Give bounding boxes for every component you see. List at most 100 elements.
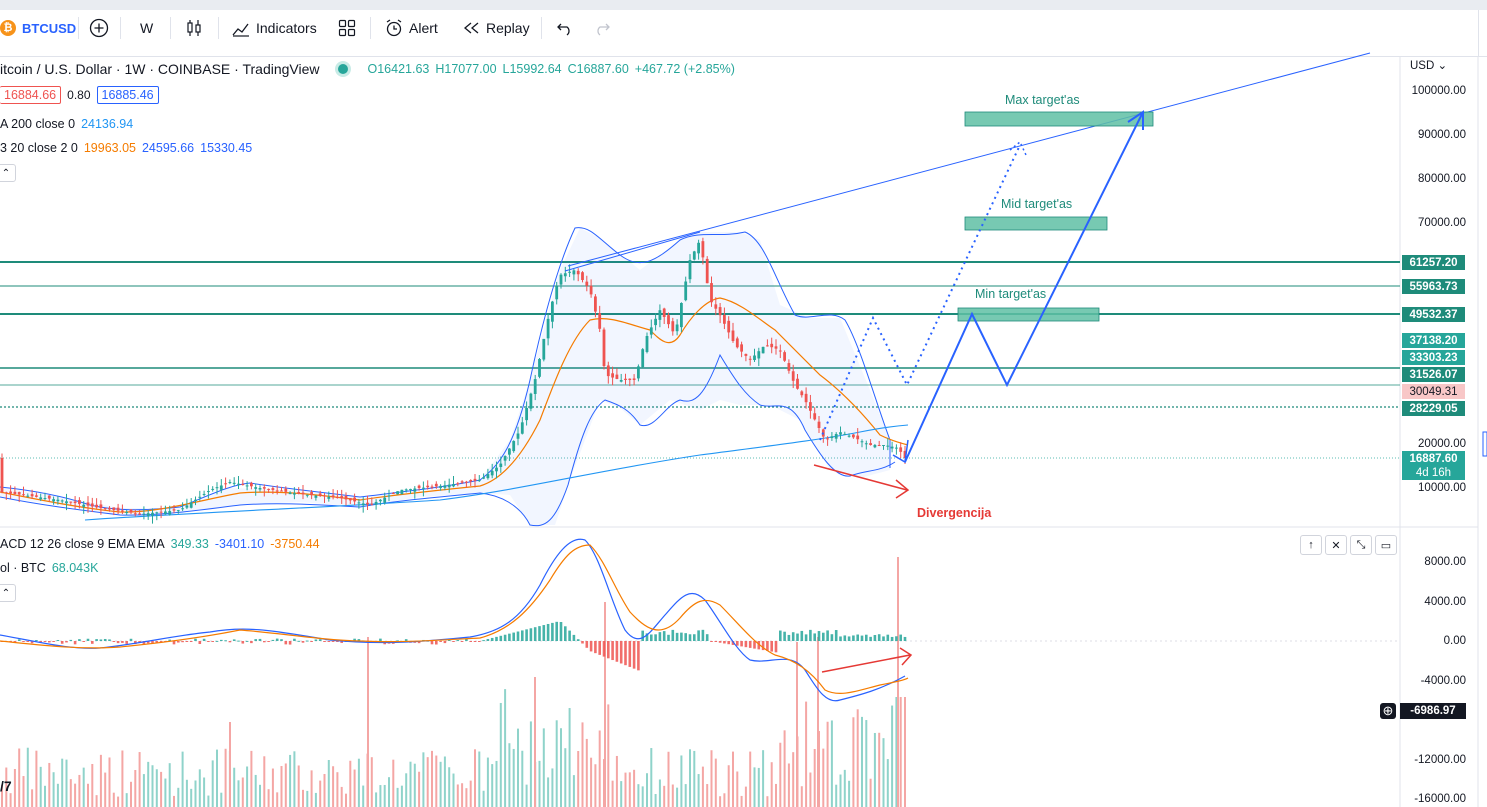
restore-pane-button[interactable]: ▭ [1375,535,1397,555]
candle-body [778,350,782,352]
collapse-macd-legend-button[interactable]: ⌃ [0,584,16,602]
histogram-bar [473,641,477,642]
volume-spike [229,722,231,807]
indicators-button[interactable]: Indicators [231,14,317,42]
histogram-bar [314,639,318,641]
alert-button[interactable]: Alert [384,14,438,42]
candle-body [632,378,636,380]
volume-bar [87,783,89,807]
divergence-arrowhead-price [895,479,910,499]
ma-legend-label[interactable]: A 200 close 0 [0,117,76,131]
replay-button[interactable]: Replay [462,14,530,42]
candle-body [525,408,528,421]
bb-legend-label[interactable]: 3 20 close 2 0 [0,141,78,155]
histogram-bar [641,630,644,641]
maximize-pane-button[interactable]: ⤡ [1350,535,1372,555]
histogram-bar [331,641,335,642]
volume-bar [641,786,644,807]
move-pane-up-button[interactable]: ↑ [1300,535,1322,555]
histogram-bar [890,636,894,641]
volume-bar [865,720,868,807]
candle-body [783,352,786,361]
histogram-bar [822,632,825,641]
volume-legend-label[interactable]: ol · BTC [0,561,46,575]
volume-bar [147,761,150,807]
currency-selector[interactable]: USD ⌄ [1410,58,1447,72]
candle-body [460,481,464,483]
redo-button[interactable] [592,14,612,42]
volume-bar [280,766,283,807]
volume-bar [426,757,429,807]
compare-button[interactable] [89,14,109,42]
max-target-label[interactable]: Max target'as [1005,93,1080,107]
volume-bar [314,792,317,807]
candle-body [250,482,253,487]
histogram-bar [834,630,838,641]
histogram-bar [791,632,795,641]
symbol-selector[interactable]: ₿ BTCUSD [0,14,76,42]
histogram-bar [533,627,537,641]
volume-bar [577,751,580,807]
candle-body [426,485,430,488]
histogram-bar [121,641,124,643]
volume-legend: ol · BTC 68.043K [0,561,98,575]
volume-bar [710,750,713,807]
histogram-bar [48,641,51,643]
volume-bar [753,767,756,807]
undo-button[interactable] [555,14,575,42]
ask-price[interactable]: 16885.46 [96,86,159,104]
candle-body [129,509,133,513]
volume-bar [783,730,786,807]
min-target-label[interactable]: Min target'as [975,287,1047,301]
volume-bar [177,787,180,807]
histogram-bar [310,641,313,642]
ma-legend-value: 24136.94 [81,117,134,131]
series-title[interactable]: itcoin / U.S. Dollar · 1W · COINBASE · T… [0,61,320,77]
candle-body [843,433,847,435]
histogram-bar [809,629,812,641]
histogram-bar [645,633,649,641]
candle-body [804,393,808,403]
chart-type-button[interactable] [184,14,204,42]
volume-bar [757,767,760,807]
histogram-bar [108,639,111,641]
toolbar-divider [541,17,542,39]
bid-price[interactable]: 16884.66 [0,86,62,104]
redo-icon [597,23,610,36]
candle-body [516,433,520,439]
tradingview-logo[interactable]: /7 [0,778,12,794]
crosshair-add-button[interactable]: ⊕ [1380,703,1396,719]
delete-pane-button[interactable]: ✕ [1325,535,1347,555]
candle-body [718,307,722,316]
volume-bar [861,716,863,807]
restore-icon: ▭ [1380,539,1392,552]
candle-body [73,501,77,504]
candle-body [293,493,296,495]
divergence-label[interactable]: Divergencija [917,506,992,520]
volume-bar [26,747,29,807]
macd-legend-label[interactable]: ACD 12 26 close 9 EMA EMA [0,537,165,551]
volume-bar [667,751,670,807]
histogram-bar [607,641,610,659]
layouts-button[interactable] [337,14,357,42]
volume-bar [142,774,145,807]
histogram-bar [830,634,834,641]
interval-button[interactable]: W [140,14,153,42]
histogram-bar [701,629,705,641]
volume-bar [517,728,519,807]
volume-bar [104,772,107,807]
candle-body [796,378,799,389]
histogram-bar [379,638,382,641]
histogram-bar [404,639,408,641]
collapse-legend-button[interactable]: ⌃ [0,164,16,182]
candle-body [228,482,232,484]
volume-bar [856,709,859,807]
volume-bar [39,766,42,807]
candle-body [508,448,511,455]
mid-target-label[interactable]: Mid target'as [1001,197,1073,211]
candle-body [69,501,73,503]
volume-bar [878,732,881,807]
candle-body [860,441,864,443]
volume-bar [873,732,876,807]
